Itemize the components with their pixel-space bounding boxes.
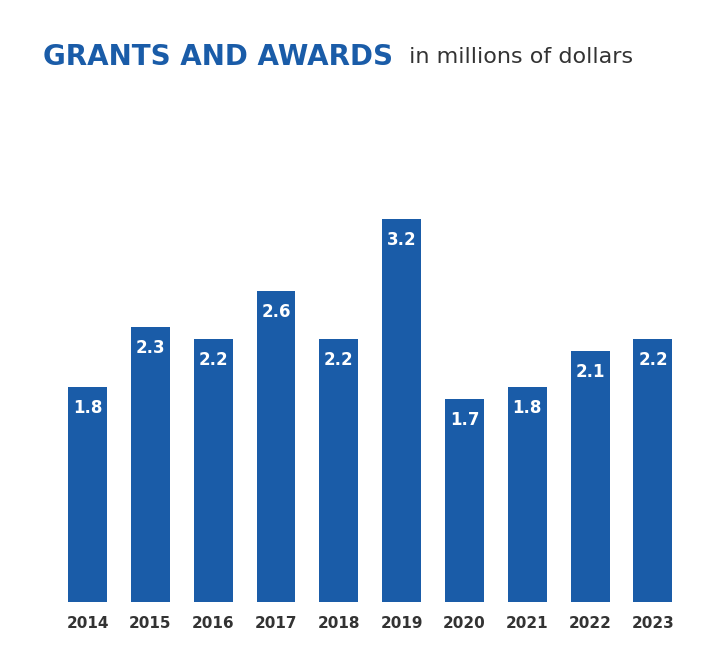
Text: GRANTS AND AWARDS: GRANTS AND AWARDS xyxy=(43,43,393,71)
Text: 2.6: 2.6 xyxy=(261,303,290,321)
Bar xyxy=(634,339,672,602)
Bar xyxy=(445,399,484,602)
Text: in millions of dollars: in millions of dollars xyxy=(402,47,634,67)
Text: 2.2: 2.2 xyxy=(199,351,228,369)
Text: 2.2: 2.2 xyxy=(324,351,354,369)
Bar xyxy=(68,387,107,602)
Text: 1.8: 1.8 xyxy=(513,399,542,417)
Bar xyxy=(131,326,170,602)
Text: 1.8: 1.8 xyxy=(73,399,103,417)
Bar xyxy=(508,387,547,602)
Text: 2.1: 2.1 xyxy=(575,363,605,381)
Text: 3.2: 3.2 xyxy=(387,231,417,249)
Text: 2.3: 2.3 xyxy=(135,339,165,357)
Bar xyxy=(194,339,233,602)
Bar xyxy=(570,351,609,602)
Bar xyxy=(382,219,421,602)
Text: 1.7: 1.7 xyxy=(450,411,479,429)
Text: 2.2: 2.2 xyxy=(638,351,668,369)
Bar xyxy=(320,339,358,602)
Bar xyxy=(256,291,295,602)
